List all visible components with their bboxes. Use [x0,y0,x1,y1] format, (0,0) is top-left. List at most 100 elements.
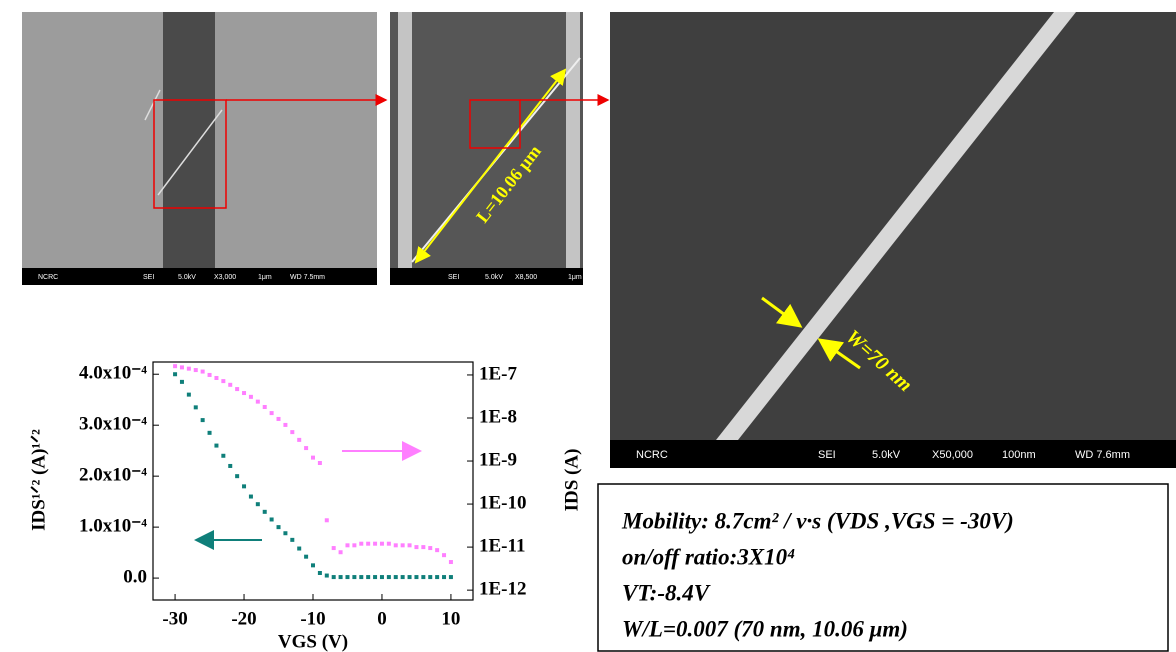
data-point [332,546,336,550]
data-point [290,430,294,434]
data-point [401,543,405,547]
data-point [283,531,287,535]
data-point [270,411,274,415]
data-point [311,456,315,460]
data-point [352,543,356,547]
data-point [408,575,412,579]
data-point [428,575,432,579]
sem-caption: WD 7.6mm [1075,449,1130,461]
data-point [394,575,398,579]
y2-tick-label: 1E-9 [479,449,517,470]
data-point [214,444,218,448]
data-point [325,574,329,578]
y2-tick-label: 1E-10 [479,492,527,513]
data-point [221,454,225,458]
sem-caption: 1μm [258,274,272,281]
data-point [214,376,218,380]
data-point [345,543,349,547]
data-point [242,484,246,488]
x-tick-label: 10 [441,608,460,629]
data-point [208,373,212,377]
y-tick-label: 3.0x10⁻⁴ [79,414,147,435]
sem-caption: 5.0kV [872,449,901,461]
data-point [256,400,260,404]
data-point [235,387,239,391]
data-point [408,543,412,547]
data-point [387,542,391,546]
data-point [304,446,308,450]
data-point [187,393,191,397]
y2-tick-label: 1E-8 [479,406,517,427]
data-point [449,560,453,564]
data-point [242,391,246,395]
x-tick-label: -30 [162,608,187,629]
data-point [194,405,198,409]
data-point [228,383,232,387]
data-point [421,575,425,579]
info-line: on/off ratio:3X10⁴ [622,544,795,569]
data-point [359,575,363,579]
data-point [270,517,274,521]
data-point [208,431,212,435]
data-point [387,575,391,579]
sem-caption: SEI [143,274,154,281]
data-point [414,545,418,549]
data-point [235,474,239,478]
sem-caption: 5.0kV [178,274,196,281]
x-tick-label: -20 [231,608,256,629]
y-tick-label: 2.0x10⁻⁴ [79,465,147,486]
data-point [304,555,308,559]
data-point [380,542,384,546]
data-point [435,548,439,552]
data-point [318,571,322,575]
data-point [249,495,253,499]
data-point [352,575,356,579]
data-point [401,575,405,579]
electrode-gap [163,12,215,268]
sem-caption: SEI [448,274,459,281]
data-point [263,405,267,409]
x-tick-label: 0 [377,608,387,629]
data-point [428,546,432,550]
data-point [201,370,205,374]
y-tick-label: 1.0x10⁻⁴ [79,515,147,536]
data-point [290,538,294,542]
x-axis-label: VGS (V) [278,631,348,652]
electrode-edge [398,12,412,268]
data-point [359,542,363,546]
data-point [339,550,343,554]
data-point [180,365,184,369]
data-point [201,418,205,422]
sem-caption: X3,000 [214,274,236,281]
data-point [373,575,377,579]
data-point [256,502,260,506]
data-point [414,575,418,579]
data-point [311,563,315,567]
data-point [277,417,281,421]
data-point [187,367,191,371]
data-point [194,368,198,372]
data-point [228,464,232,468]
sem-caption: X50,000 [932,449,973,461]
y2-tick-label: 1E-12 [479,578,527,599]
data-point [263,510,267,514]
sem-caption: NCRC [38,274,58,281]
y2-tick-label: 1E-11 [479,535,525,556]
data-point [380,575,384,579]
data-point [318,461,322,465]
data-point [249,395,253,399]
data-point [325,518,329,522]
data-point [421,545,425,549]
sem-caption: X8,500 [515,274,537,281]
sem-caption: NCRC [636,449,668,461]
data-point [449,575,453,579]
data-point [366,575,370,579]
sem-caption: 1μm [568,274,582,281]
x-tick-label: -10 [300,608,325,629]
electrode-edge [566,12,580,268]
info-line: VT:-8.4V [622,580,711,605]
data-point [173,372,177,376]
data-point [297,547,301,551]
data-point [366,542,370,546]
data-point [173,364,177,368]
